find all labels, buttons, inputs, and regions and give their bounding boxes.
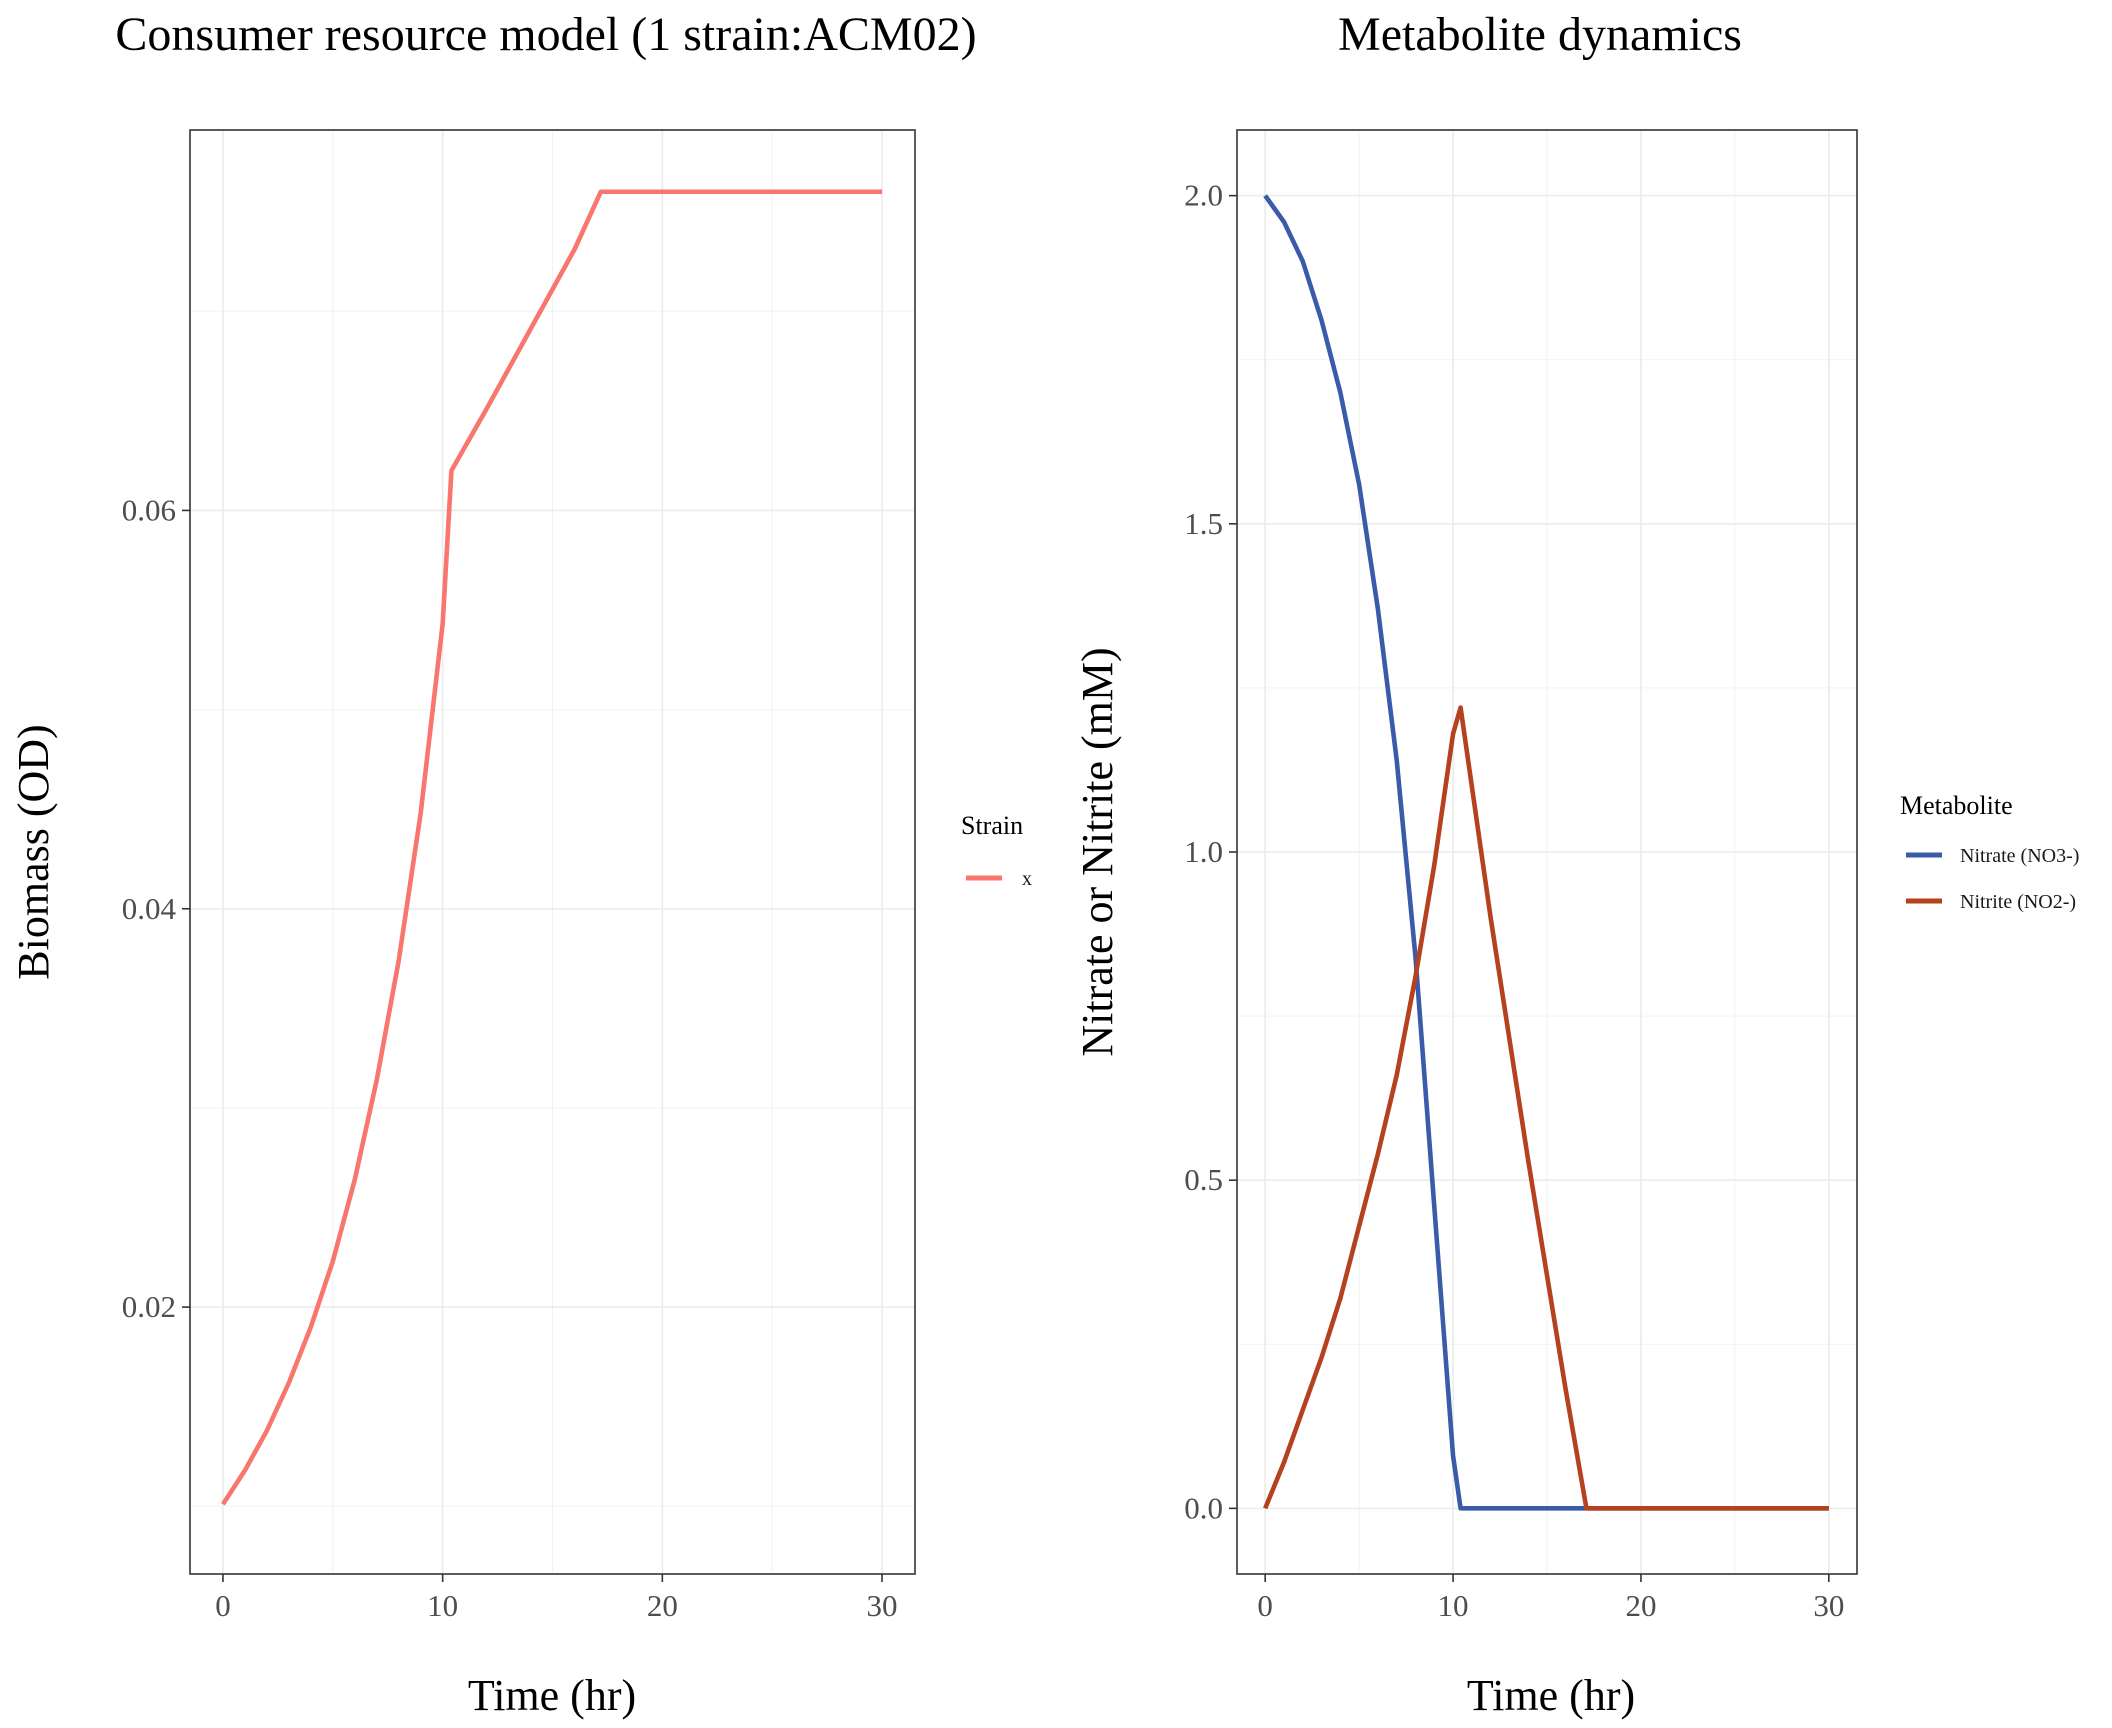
biomass-x-axis-title: Time (hr) <box>468 1671 636 1720</box>
metabolite-y-tick-label-3: 1.5 <box>1184 506 1223 541</box>
metabolite-x-tick-label-3: 30 <box>1813 1588 1844 1623</box>
metabolite-legend-label-nitrite: Nitrite (NO2-) <box>1960 891 2076 913</box>
biomass-y-axis-title: Biomass (OD) <box>9 724 58 979</box>
metabolite-legend: Metabolite Nitrate (NO3-) Nitrite (NO2-) <box>1900 791 2079 913</box>
metabolite-series <box>1263 194 1829 1511</box>
metabolite-series-line-1 <box>1263 705 1829 1511</box>
metabolite-legend-title: Metabolite <box>1900 791 2013 820</box>
metabolite-x-axis-title: Time (hr) <box>1467 1671 1635 1720</box>
biomass-y-tick-label-2: 0.06 <box>122 492 176 527</box>
biomass-legend: Strain x <box>961 811 1032 890</box>
metabolite-y-axis-title: Nitrate or Nitrite (mM) <box>1073 647 1122 1056</box>
metabolite-y-tick-label-4: 2.0 <box>1184 178 1223 213</box>
metabolite-chart-title: Metabolite dynamics <box>1338 8 1742 61</box>
biomass-series <box>221 189 883 1506</box>
biomass-x-tick-label-3: 30 <box>867 1588 898 1623</box>
metabolite-ticks: 0 10 20 30 0.0 0.5 1.0 1.5 2.0 <box>1184 178 1844 1623</box>
biomass-x-tick-label-1: 10 <box>427 1588 458 1623</box>
biomass-ticks: 0 10 20 30 0.02 0.04 0.06 <box>122 492 898 1623</box>
biomass-x-tick-label-0: 0 <box>215 1588 231 1623</box>
biomass-series-line-0 <box>221 189 883 1506</box>
metabolite-series-line-0 <box>1263 194 1829 1511</box>
metabolite-legend-label-nitrate: Nitrate (NO3-) <box>1960 845 2079 867</box>
biomass-chart-title: Consumer resource model (1 strain:ACM02) <box>115 8 976 61</box>
metabolite-chart: Metabolite dynamics 0 10 20 30 0.0 0.5 1.0 1.5 2… <box>1073 8 2079 1720</box>
metabolite-y-tick-label-1: 0.5 <box>1184 1162 1223 1197</box>
metabolite-y-tick-label-0: 0.0 <box>1184 1490 1223 1525</box>
biomass-chart: Consumer resource model (1 strain:ACM02)… <box>9 8 1032 1720</box>
metabolite-x-tick-label-1: 10 <box>1438 1588 1469 1623</box>
biomass-legend-label-x: x <box>1022 868 1032 890</box>
biomass-y-tick-label-1: 0.04 <box>122 891 177 926</box>
metabolite-grid <box>1237 130 1857 1574</box>
metabolite-x-tick-label-0: 0 <box>1257 1588 1273 1623</box>
biomass-x-tick-label-2: 20 <box>647 1588 678 1623</box>
biomass-legend-title: Strain <box>961 811 1023 840</box>
metabolite-x-tick-label-2: 20 <box>1625 1588 1656 1623</box>
biomass-plot-border <box>189 129 916 1575</box>
biomass-grid <box>190 130 915 1574</box>
biomass-y-tick-label-0: 0.02 <box>122 1289 176 1324</box>
metabolite-y-tick-label-2: 1.0 <box>1184 834 1223 869</box>
